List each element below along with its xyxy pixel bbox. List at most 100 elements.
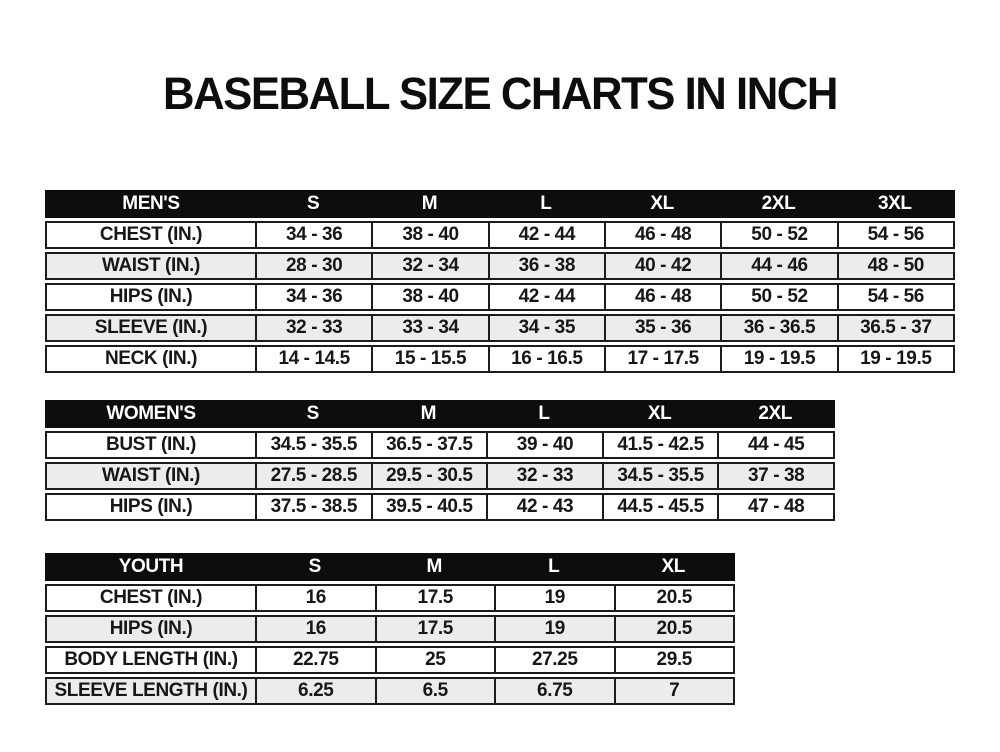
womens-size-chart-row-0: BUST (IN.) 34.5 - 35.5 36.5 - 37.5 39 - 40 4… (45, 431, 835, 459)
size-value: 50 - 52 (720, 285, 836, 309)
size-value: 32 - 33 (255, 316, 371, 340)
size-value: 47 - 48 (717, 495, 833, 519)
mens-size-chart-size-header-S: S (307, 193, 320, 214)
womens-size-chart-size-header-XL: XL (647, 403, 672, 424)
size-value: 34.5 - 35.5 (601, 464, 718, 488)
size-value: 19 (494, 586, 614, 610)
youth-size-chart-size-header-XL: XL (661, 556, 686, 577)
size-value: 20.5 (613, 617, 734, 641)
womens-size-chart-size-header-L: L (538, 403, 550, 424)
size-value: 38 - 40 (371, 223, 487, 247)
size-value: 34 - 36 (255, 223, 371, 247)
womens-size-chart-title-cell: WOMEN'S (106, 403, 196, 424)
youth-size-chart-header-row: YOUTH S M L XL (45, 553, 735, 581)
womens-size-table: WOMEN'S S M L XL 2XL BUST (IN.) 34.5 - 35.5 36.5… (45, 400, 835, 521)
mens-size-chart-size-header-3XL: 3XL (877, 193, 912, 214)
youth-size-chart-size-header-L: L (548, 556, 560, 577)
size-value: 46 - 48 (603, 285, 720, 309)
size-value: 34.5 - 35.5 (255, 433, 371, 457)
mens-size-chart-row-3: SLEEVE (IN.) 32 - 33 33 - 34 34 - 35 35 - 36… (45, 314, 955, 342)
size-value: 39 - 40 (486, 433, 602, 457)
size-value: 29.5 - 30.5 (370, 464, 487, 488)
size-value: 22.75 (255, 648, 375, 672)
mens-size-chart-row-0: CHEST (IN.) 34 - 36 38 - 40 42 - 44 46 - 48 5… (45, 221, 955, 249)
size-value: 42 - 44 (487, 285, 604, 309)
page-title: BASEBALL SIZE CHARTS IN INCH (163, 68, 838, 119)
size-value: 14 - 14.5 (255, 347, 371, 371)
mens-size-chart-header-row: MEN'S S M L XL 2XL 3XL (45, 190, 955, 218)
size-value: 6.75 (494, 679, 614, 703)
size-value: 35 - 36 (603, 316, 720, 340)
youth-size-chart-size-header-S: S (308, 556, 322, 577)
size-value: 46 - 48 (603, 223, 720, 247)
size-value: 20.5 (613, 586, 734, 610)
row-label: CHEST (IN.) (99, 587, 203, 608)
size-value: 16 (255, 617, 375, 641)
row-label: BUST (IN.) (106, 434, 196, 455)
row-label: BODY LENGTH (IN.) (64, 649, 238, 670)
mens-size-chart-title-cell: MEN'S (122, 193, 180, 214)
mens-size-chart-size-header-L: L (540, 193, 552, 214)
size-value: 34 - 35 (487, 316, 604, 340)
womens-size-chart-size-header-2XL: 2XL (758, 403, 792, 424)
size-value: 44 - 45 (717, 433, 833, 457)
size-value: 39.5 - 40.5 (370, 495, 487, 519)
mens-size-chart-row-4: NECK (IN.) 14 - 14.5 15 - 15.5 16 - 16.5 17 … (45, 345, 955, 373)
youth-size-chart-row-0: CHEST (IN.) 16 17.5 19 20.5 (45, 584, 735, 612)
mens-size-chart-size-header-XL: XL (650, 193, 674, 214)
size-value: 54 - 56 (836, 223, 953, 247)
size-value: 42 - 44 (487, 223, 604, 247)
size-value: 36.5 - 37 (836, 316, 953, 340)
size-value: 27.5 - 28.5 (255, 464, 371, 488)
row-label: NECK (IN.) (104, 348, 198, 369)
row-label: SLEEVE LENGTH (IN.) (54, 680, 248, 701)
size-value: 36 - 36.5 (720, 316, 836, 340)
size-value: 36.5 - 37.5 (370, 433, 487, 457)
size-value: 32 - 34 (371, 254, 487, 278)
size-value: 15 - 15.5 (371, 347, 487, 371)
womens-size-chart-size-header-M: M (420, 403, 437, 424)
row-label: SLEEVE (IN.) (94, 317, 208, 338)
size-value: 50 - 52 (720, 223, 836, 247)
womens-size-chart-header-row: WOMEN'S S M L XL 2XL (45, 400, 835, 428)
size-value: 19 - 19.5 (720, 347, 836, 371)
womens-size-chart-size-header-S: S (306, 403, 320, 424)
size-value: 28 - 30 (255, 254, 371, 278)
youth-size-chart-row-1: HIPS (IN.) 16 17.5 19 20.5 (45, 615, 735, 643)
size-value: 6.5 (374, 679, 495, 703)
size-value: 44.5 - 45.5 (601, 495, 718, 519)
size-value: 32 - 33 (486, 464, 602, 488)
size-value: 33 - 34 (371, 316, 487, 340)
size-value: 41.5 - 42.5 (601, 433, 718, 457)
row-label: HIPS (IN.) (109, 286, 193, 307)
womens-size-chart-row-1: WAIST (IN.) 27.5 - 28.5 29.5 - 30.5 32 - 33… (45, 462, 835, 490)
size-value: 34 - 36 (255, 285, 371, 309)
size-value: 16 (255, 586, 375, 610)
size-value: 16 - 16.5 (487, 347, 604, 371)
size-value: 6.25 (255, 679, 375, 703)
size-value: 19 - 19.5 (836, 347, 953, 371)
youth-size-chart-row-2: BODY LENGTH (IN.) 22.75 25 27.25 29.5 (45, 646, 735, 674)
youth-size-chart-size-header-M: M (426, 556, 443, 577)
mens-size-chart-row-1: WAIST (IN.) 28 - 30 32 - 34 36 - 38 40 - 42 4… (45, 252, 955, 280)
size-value: 37.5 - 38.5 (255, 495, 371, 519)
row-label: HIPS (IN.) (109, 496, 193, 517)
size-value: 25 (374, 648, 495, 672)
row-label: HIPS (IN.) (109, 618, 193, 639)
womens-size-chart-row-2: HIPS (IN.) 37.5 - 38.5 39.5 - 40.5 42 - 43 4… (45, 493, 835, 521)
size-value: 44 - 46 (720, 254, 836, 278)
mens-size-table: MEN'S S M L XL 2XL 3XL CHEST (IN.) 34 - 36 38 - 4… (45, 190, 955, 373)
size-value: 19 (494, 617, 614, 641)
youth-size-chart-row-3: SLEEVE LENGTH (IN.) 6.25 6.5 6.75 7 (45, 677, 735, 705)
youth-size-chart-title-cell: YOUTH (118, 556, 184, 577)
mens-size-chart-row-2: HIPS (IN.) 34 - 36 38 - 40 42 - 44 46 - 48 50… (45, 283, 955, 311)
size-value: 38 - 40 (371, 285, 487, 309)
size-value: 37 - 38 (717, 464, 833, 488)
size-value: 40 - 42 (603, 254, 720, 278)
youth-size-table: YOUTH S M L XL CHEST (IN.) 16 17.5 19 20.5 HIPS (I… (45, 553, 735, 705)
size-value: 54 - 56 (836, 285, 953, 309)
row-label: WAIST (IN.) (102, 255, 200, 276)
size-value: 42 - 43 (486, 495, 602, 519)
size-value: 36 - 38 (487, 254, 604, 278)
size-value: 17.5 (374, 586, 495, 610)
